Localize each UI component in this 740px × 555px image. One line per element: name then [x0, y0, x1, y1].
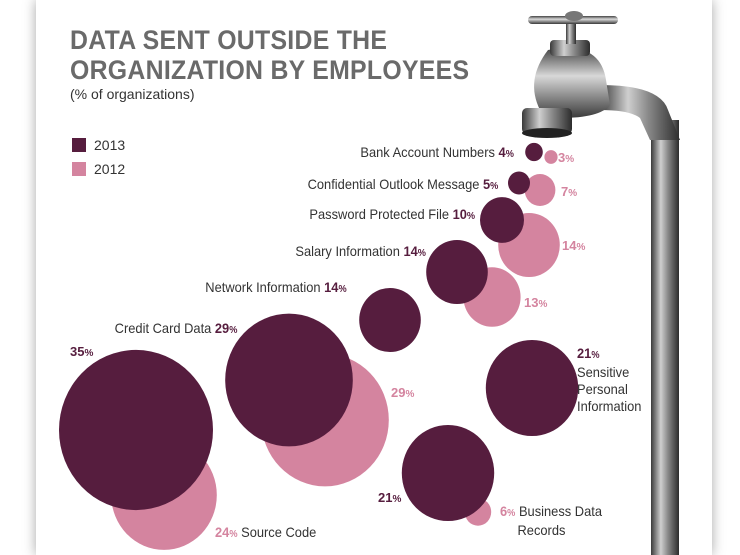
value-2013: 14%: [403, 243, 426, 259]
category-name: Source Code: [241, 524, 317, 540]
value-2012-password-protected-file: 14%: [562, 238, 586, 253]
bubble-2013-network-information: [359, 287, 421, 353]
label-confidential-outlook-message: Confidential Outlook Message 5%: [307, 176, 498, 192]
legend-swatch-2013: [72, 138, 86, 152]
category-name: Credit Card Data: [114, 320, 211, 336]
value-2012-confidential-outlook-message: 7%: [561, 184, 578, 199]
category-name-line: Information: [577, 398, 642, 414]
category-name: Confidential Outlook Message: [307, 176, 480, 192]
legend: 2013 2012: [72, 133, 125, 181]
value-2012: 6%: [500, 503, 516, 519]
label-business-data-records: 6% Business Data Records: [500, 503, 602, 538]
category-name: Network Information: [205, 279, 321, 295]
label-source-code: 24% Source Code: [215, 524, 316, 540]
label-network-information: Network Information 14%: [206, 279, 347, 295]
chart-subtitle: (% of organizations): [70, 86, 195, 102]
value-2013: 29%: [214, 320, 237, 336]
category-name: Salary Information: [295, 243, 400, 259]
bubble-2013-salary-information: [426, 239, 488, 305]
value-2013: 21%: [577, 345, 600, 361]
value-2012-credit-card-data: 29%: [391, 385, 415, 400]
category-name-line: Records: [517, 522, 566, 538]
value-2012: 24%: [215, 524, 238, 540]
label-bank-account-numbers: Bank Account Numbers 4%: [360, 144, 514, 160]
legend-item-2013: 2013: [72, 133, 125, 157]
label-password-protected-file: Password Protected File 10%: [309, 206, 475, 222]
value-2013: 14%: [324, 279, 347, 295]
category-name-line: Sensitive: [577, 364, 630, 380]
category-name: Bank Account Numbers: [360, 144, 496, 160]
legend-swatch-2012: [72, 162, 86, 176]
bubble-2013-bank-account-numbers: [525, 142, 543, 162]
bubble-2013-password-protected-file: [480, 197, 524, 243]
value-2013-business-data-records: 21%: [378, 490, 402, 505]
chart-title: DATA SENT OUTSIDE THE ORGANIZATION BY EM…: [70, 25, 469, 85]
bubble-2012-confidential-outlook-message: [524, 173, 556, 207]
bubble-2013-sensitive-personal-information: [485, 339, 579, 437]
value-2012-bank-account-numbers: 3%: [558, 150, 575, 165]
category-name-line: Personal: [577, 381, 628, 397]
value-2013-source-code: 35%: [70, 344, 94, 359]
legend-label-2012: 2012: [94, 161, 126, 177]
bubble-2013-credit-card-data: [225, 313, 353, 447]
title-line-1: DATA SENT OUTSIDE THE: [70, 25, 388, 55]
bubble-2013-confidential-outlook-message: [508, 171, 530, 195]
category-name: Password Protected File: [309, 206, 449, 222]
value-2013: 5%: [482, 176, 498, 192]
faucet-icon: [522, 11, 680, 555]
category-name: Business Data: [518, 503, 603, 519]
value-2013: 10%: [452, 206, 475, 222]
label-credit-card-data: Credit Card Data 29%: [114, 320, 237, 336]
bubble-2013-source-code: [59, 349, 213, 511]
title-line-2: ORGANIZATION BY EMPLOYEES: [70, 55, 470, 85]
bubble-2013-business-data-records: [401, 424, 495, 522]
bubble-2012-bank-account-numbers: [544, 150, 558, 164]
legend-label-2013: 2013: [94, 137, 126, 153]
label-salary-information: Salary Information 14%: [295, 243, 426, 259]
value-2012-salary-information: 13%: [524, 295, 548, 310]
value-2013: 4%: [498, 144, 514, 160]
legend-item-2012: 2012: [72, 157, 125, 181]
label-sensitive-personal-information: 21% Sensitive Personal Information: [577, 345, 641, 415]
